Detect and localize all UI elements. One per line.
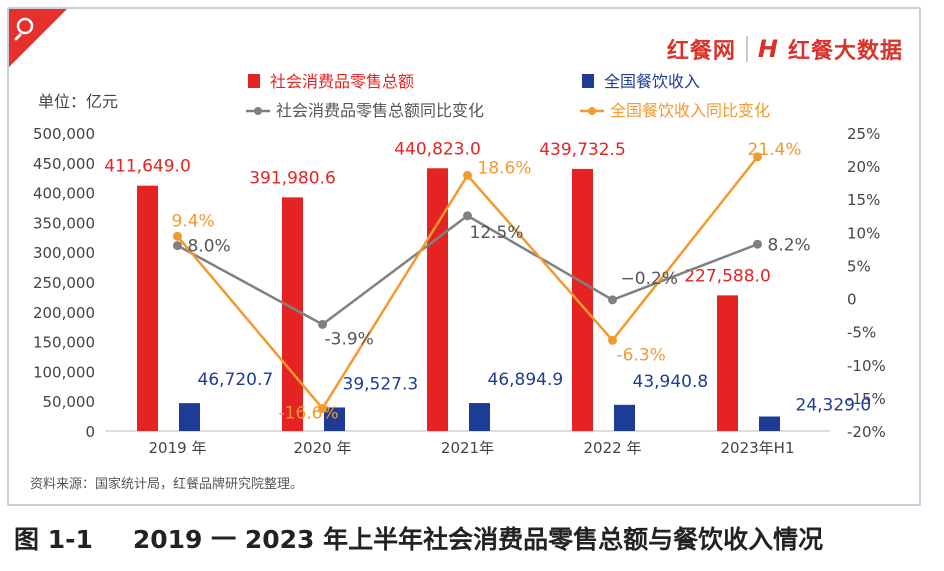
bar-retail-value-label: 440,823.0 <box>394 139 481 159</box>
y-left-tick-label: 100,000 <box>33 363 95 381</box>
bar-catering <box>179 403 200 431</box>
chart-frame: 红餐网 H 红餐大数据 <box>7 7 921 506</box>
y-right-tick-label: 15% <box>847 191 880 209</box>
y-right-tick-label: 10% <box>847 224 880 242</box>
catering-growth-point <box>173 231 182 241</box>
unit-label: 单位：亿元 <box>38 92 118 111</box>
brand-name-right: 红餐大数据 <box>787 39 903 64</box>
bar-retail-value-label: 439,732.5 <box>539 140 626 160</box>
retail-growth-value-label: 12.5% <box>470 223 524 243</box>
y-left-tick-label: 50,000 <box>43 393 96 411</box>
retail-growth-point <box>173 241 182 251</box>
retail-growth-point <box>753 239 762 249</box>
bar-retail <box>137 185 158 431</box>
x-tick-label: 2021年 <box>441 439 494 457</box>
bar-catering-value-label: 46,720.7 <box>198 370 274 390</box>
y-right-tick-label: -10% <box>847 357 886 375</box>
bar-catering <box>469 403 490 431</box>
bar-retail <box>572 168 593 431</box>
legend-swatch-2 <box>582 74 594 88</box>
brand-name-left: 红餐网 <box>666 39 736 64</box>
search-icon <box>14 17 34 41</box>
source-note: 资料来源：国家统计局，红餐品牌研究院整理。 <box>30 476 303 492</box>
bar-catering-value-label: 24,329.0 <box>796 395 872 415</box>
x-tick-label: 2020 年 <box>294 439 352 457</box>
bar-catering <box>614 404 635 431</box>
retail-growth-point <box>608 295 617 305</box>
x-tick-label: 2022 年 <box>584 439 642 457</box>
catering-growth-value-label: -6.3% <box>617 345 666 365</box>
y-right-tick-label: 20% <box>847 158 880 176</box>
y-left-tick-label: 500,000 <box>33 125 95 143</box>
y-left-tick-label: 350,000 <box>33 214 95 232</box>
retail-growth-value-label: 8.2% <box>768 235 811 255</box>
retail-growth-point <box>318 319 327 329</box>
bar-retail <box>282 197 303 431</box>
y-left-tick-label: 150,000 <box>33 334 95 352</box>
y-left-tick-label: 300,000 <box>33 244 95 262</box>
y-left-tick-label: 250,000 <box>33 274 95 292</box>
bar-catering <box>759 416 780 431</box>
figure-number: 图 1-1 <box>14 525 93 554</box>
catering-growth-point <box>753 152 762 162</box>
legend-label-4: 全国餐饮收入同比变化 <box>610 101 770 120</box>
brand-divider <box>745 36 748 62</box>
bar-retail-value-label: 411,649.0 <box>104 157 191 177</box>
bar-retail-value-label: 227,588.0 <box>684 266 771 286</box>
retail-growth-value-label: -3.9% <box>325 329 374 349</box>
catering-growth-point <box>463 170 472 180</box>
catering-growth-point <box>318 403 327 413</box>
legend-label-2: 全国餐饮收入 <box>604 72 700 91</box>
bar-catering-value-label: 39,527.3 <box>343 374 419 394</box>
legend-label-1: 社会消费品零售总额 <box>270 72 414 91</box>
legend-marker-4 <box>588 107 596 115</box>
bar-retail <box>427 168 448 432</box>
legend-swatch-1 <box>248 74 260 88</box>
legend-marker-3 <box>254 107 262 115</box>
catering-growth-value-label: 21.4% <box>748 140 802 160</box>
catering-growth-value-label: 18.6% <box>478 158 532 178</box>
bar-retail-value-label: 391,980.6 <box>249 168 336 188</box>
retail-growth-point <box>463 211 472 221</box>
x-tick-label: 2023年H1 <box>721 439 795 457</box>
y-right-tick-label: -15% <box>847 390 886 408</box>
brand-logo: 红餐网 H 红餐大数据 <box>667 31 903 67</box>
bar-retail <box>717 295 738 431</box>
figure-caption: 图 1-1 2019 一 2023 年上半年社会消费品零售总额与餐饮收入情况 <box>14 520 823 556</box>
catering-growth-value-label: 9.4% <box>172 211 215 231</box>
figure-title: 2019 一 2023 年上半年社会消费品零售总额与餐饮收入情况 <box>132 525 824 554</box>
y-right-tick-label: -5% <box>847 324 876 342</box>
y-left-tick-label: 200,000 <box>33 304 95 322</box>
x-tick-label: 2019 年 <box>149 439 207 457</box>
bar-catering-value-label: 46,894.9 <box>488 370 564 390</box>
y-left-tick-label: 400,000 <box>33 185 95 203</box>
y-left-tick-label: 0 <box>85 423 95 441</box>
brand-mark-icon: H <box>757 35 778 63</box>
bar-catering-value-label: 43,940.8 <box>633 372 709 392</box>
retail-growth-value-label: −0.2% <box>621 269 678 289</box>
bar-catering <box>324 407 345 431</box>
catering-growth-point <box>608 335 617 345</box>
retail-growth-value-label: 8.0% <box>188 237 231 257</box>
catering-growth-value-label: -16.6% <box>279 403 339 423</box>
y-right-tick-label: 5% <box>847 257 871 275</box>
legend-label-3: 社会消费品零售总额同比变化 <box>276 101 484 120</box>
y-right-tick-label: -20% <box>847 423 886 441</box>
y-right-tick-label: 0 <box>847 291 857 309</box>
y-right-tick-label: 25% <box>847 125 880 143</box>
y-left-tick-label: 450,000 <box>33 155 95 173</box>
